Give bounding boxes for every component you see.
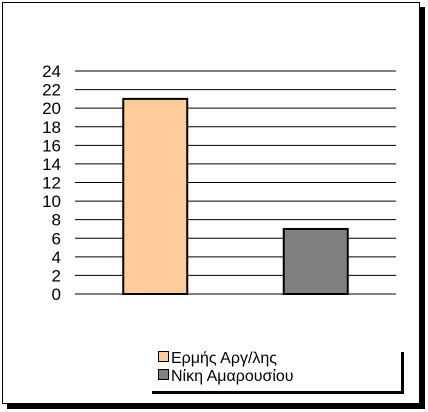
y-tick-label: 12 (42, 174, 61, 193)
bars (122, 97, 349, 295)
y-tick-label: 0 (52, 285, 61, 304)
legend-label-0: Ερμής Αργ/λης (171, 350, 277, 367)
legend-item-1: Νίκη Αμαρουσίου (158, 368, 294, 386)
y-tick-label: 20 (42, 99, 61, 118)
y-tick-label: 16 (42, 136, 61, 155)
legend-swatch-0 (158, 351, 169, 362)
chart-frame (2, 2, 420, 404)
bar-1 (282, 227, 349, 295)
y-tick-label: 6 (52, 229, 61, 248)
y-tick-label: 22 (42, 81, 61, 100)
y-tick-label: 24 (42, 62, 61, 81)
legend-swatch-1 (158, 369, 169, 380)
y-tick-label: 10 (42, 192, 61, 211)
y-tick-label: 8 (52, 211, 61, 230)
y-tick-label: 4 (52, 248, 61, 267)
legend-label-1: Νίκη Αμαρουσίου (171, 368, 294, 385)
y-tick-label: 2 (52, 266, 61, 285)
y-tick-label: 18 (42, 118, 61, 137)
legend: Ερμής Αργ/λης Νίκη Αμαρουσίου (152, 350, 404, 394)
y-tick-label: 14 (42, 155, 61, 174)
legend-item-0: Ερμής Αργ/λης (158, 350, 277, 368)
bar-0 (122, 97, 189, 295)
